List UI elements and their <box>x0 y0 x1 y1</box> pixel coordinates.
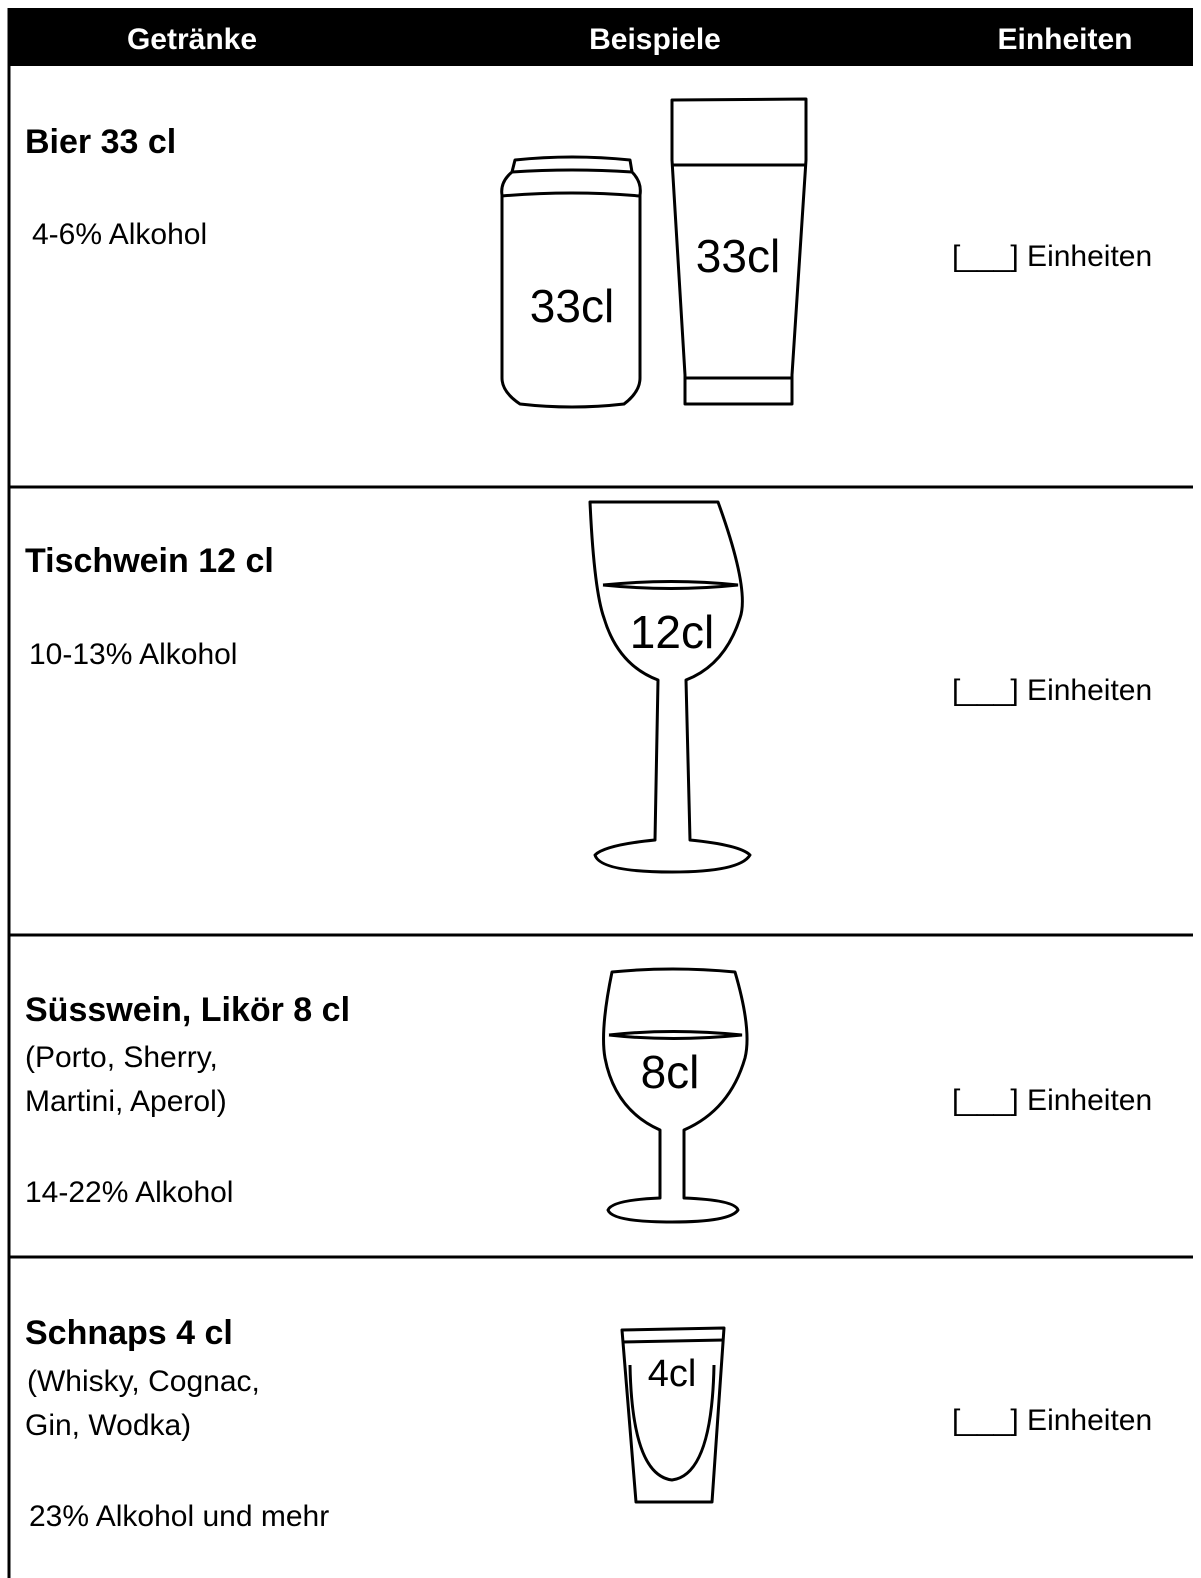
drink-detail: Martini, Aperol) <box>25 1085 227 1118</box>
volume-label: 12cl <box>630 606 714 658</box>
drink-name: Schnaps 4 cl <box>25 1314 233 1352</box>
drink-name: Bier 33 cl <box>25 123 176 161</box>
units: [___] Einheiten <box>952 240 1152 273</box>
drink-name: Süsswein, Likör 8 cl <box>25 991 350 1029</box>
header-cell: Einheiten <box>997 23 1132 56</box>
volume-label: 4cl <box>648 1353 697 1395</box>
drink-detail: Gin, Wodka) <box>25 1409 191 1442</box>
volume-label: 33cl <box>530 280 614 332</box>
units: [___] Einheiten <box>952 674 1152 707</box>
drink-detail: (Porto, Sherry, <box>25 1041 218 1074</box>
header-cell: Getränke <box>127 23 257 56</box>
document: Getränke Beispiele Einheiten Bier 33 cl … <box>0 0 1201 1578</box>
wine-glass-illustration <box>590 502 750 872</box>
units: [___] Einheiten <box>952 1084 1152 1117</box>
header-cell: Beispiele <box>589 23 721 56</box>
drink-name: Tischwein 12 cl <box>25 542 274 580</box>
alcohol: 10-13% Alkohol <box>29 638 237 671</box>
alcohol: 4-6% Alkohol <box>32 218 207 251</box>
volume-label: 8cl <box>641 1046 700 1098</box>
alcohol: 23% Alkohol und mehr <box>29 1500 329 1533</box>
page: Getränke Beispiele Einheiten Bier 33 cl … <box>0 0 1201 1578</box>
units: [___] Einheiten <box>952 1404 1152 1437</box>
volume-label: 33cl <box>696 230 780 282</box>
drink-detail: (Whisky, Cognac, <box>27 1365 260 1398</box>
alcohol: 14-22% Alkohol <box>25 1176 233 1209</box>
